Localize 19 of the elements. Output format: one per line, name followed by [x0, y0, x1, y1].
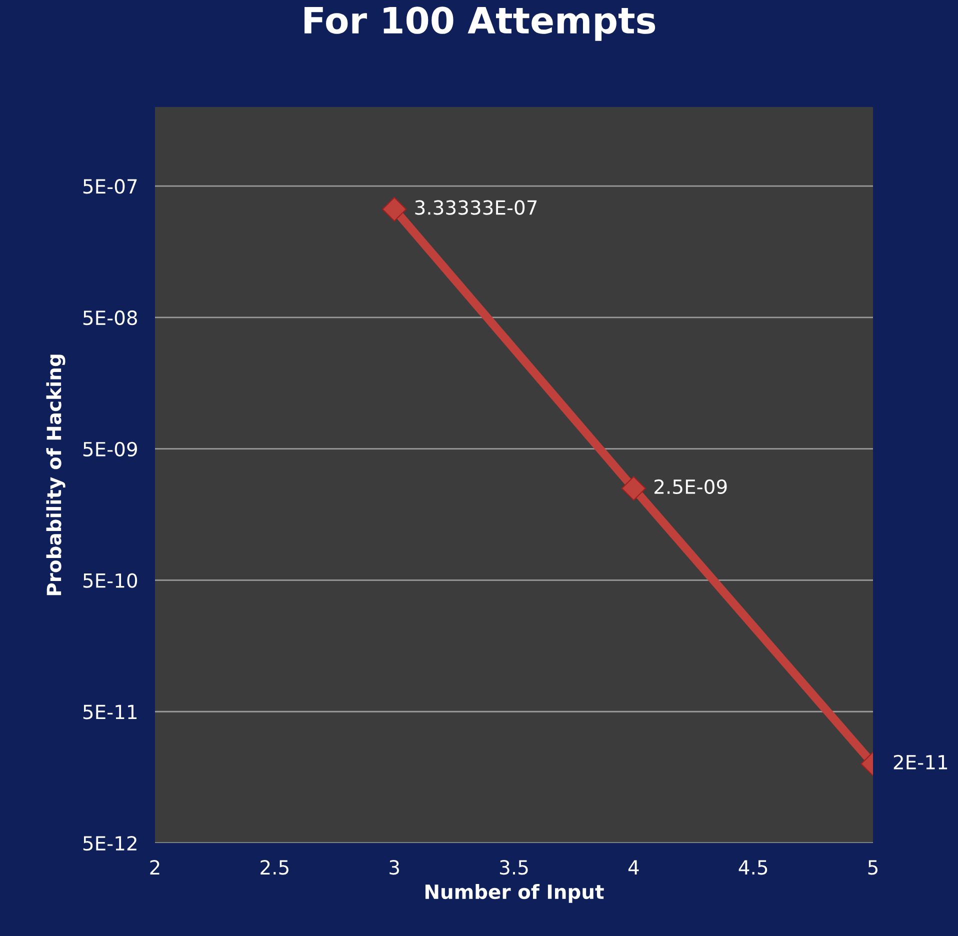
- x-tick-label: 3: [390, 860, 399, 875]
- y-axis-title: Probability of Hacking: [46, 354, 66, 596]
- x-tick-label: 4: [628, 860, 639, 874]
- data-label: 2E-11: [894, 754, 948, 770]
- x-tick-label: 3.5: [500, 860, 528, 875]
- y-tick-label: 5E-07: [83, 179, 137, 194]
- x-tick-label: 5: [868, 860, 878, 875]
- x-tick-label: 2: [150, 860, 160, 874]
- chart-title: For 100 Attempts: [304, 6, 656, 41]
- x-tick-label: 2.5: [260, 860, 288, 875]
- x-tick-label: 4.5: [738, 860, 768, 875]
- x-axis-title: Number of Input: [426, 884, 604, 903]
- y-tick-label: 5E-08: [83, 310, 137, 326]
- y-tick-label: 5E-10: [83, 573, 138, 588]
- y-tick-label: 5E-09: [83, 442, 137, 457]
- data-label: 3.33333E-07: [415, 200, 537, 215]
- data-label: 2.5E-09: [654, 479, 727, 494]
- y-tick-label: 5E-11: [83, 704, 137, 720]
- y-tick-label: 5E-12: [83, 836, 136, 851]
